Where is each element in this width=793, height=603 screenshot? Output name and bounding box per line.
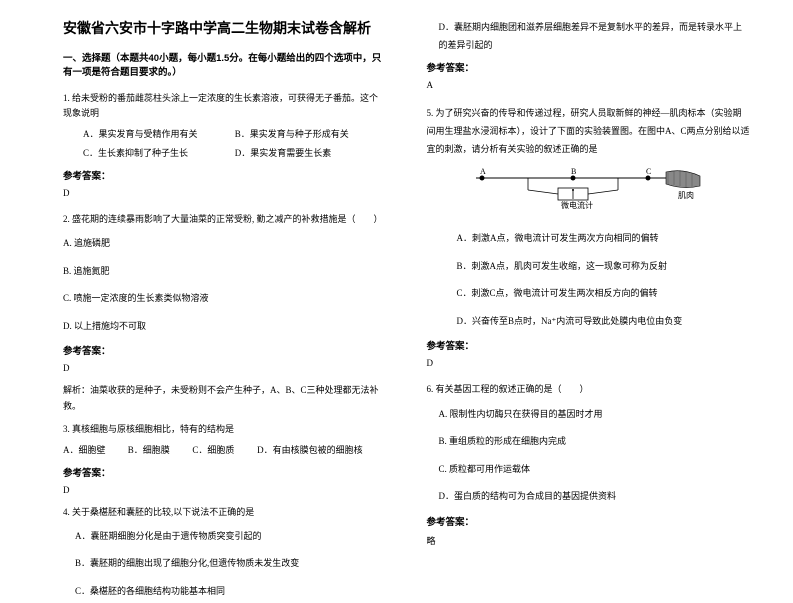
q4-options-left: A．囊胚期细胞分化是由于遗传物质突变引起的 B．囊胚期的细胞出现了细胞分化,但遗… bbox=[63, 526, 387, 603]
q4-opt-d: D．囊胚期内细胞团和滋养层细胞差异不是复制水平的差异，而是转录水平上的差异引起的 bbox=[427, 18, 751, 54]
q5-diagram: A B C 微电流计 肌肉 bbox=[468, 168, 708, 216]
q6-opt-b: B. 重组质粒的形成在细胞内完成 bbox=[439, 431, 751, 453]
q5-answer: D bbox=[427, 358, 751, 368]
q6-answer: 略 bbox=[427, 534, 751, 547]
q5-opt-b: B．刺激A点，肌肉可发生收缩，这一现象可称为反射 bbox=[457, 256, 751, 278]
q1-opt-b: B．果实发育与种子形成有关 bbox=[235, 127, 387, 142]
diagram-label-c: C bbox=[646, 168, 651, 176]
q6-opt-d: D．蛋白质的结构可为合成目的基因提供资料 bbox=[439, 486, 751, 508]
q6-text: 6. 有关基因工程的叙述正确的是（ ） bbox=[427, 382, 751, 397]
q1-answer: D bbox=[63, 188, 387, 198]
q3-options: A．细胞壁 B．细胞膜 C．细胞质 D．有由核膜包被的细胞核 bbox=[63, 443, 387, 458]
q1-opt-a: A．果实发育与受精作用有关 bbox=[83, 127, 235, 142]
q5-opt-a: A．刺激A点，微电流计可发生两次方向相同的偏转 bbox=[457, 228, 751, 250]
q4-opt-b: B．囊胚期的细胞出现了细胞分化,但遗传物质未发生改变 bbox=[75, 553, 387, 575]
diagram-label-b: B bbox=[571, 168, 576, 176]
q2-opt-b: B. 追施氮肥 bbox=[63, 261, 387, 283]
q2-text: 2. 盛花期的连续暴雨影响了大量油菜的正常受粉, 勤之减产的补救措施是（ ） bbox=[63, 212, 387, 227]
q3-opt-c: C．细胞质 bbox=[192, 443, 257, 458]
q5-opt-d: D．兴奋传至B点时，Na⁺内流可导致此处膜内电位由负变 bbox=[457, 311, 751, 333]
q2-opt-d: D. 以上措施均不可取 bbox=[63, 316, 387, 338]
q3-opt-b: B．细胞膜 bbox=[128, 443, 193, 458]
page-title: 安徽省六安市十字路中学高二生物期末试卷含解析 bbox=[63, 18, 387, 38]
q4-text: 4. 关于桑椹胚和囊胚的比较,以下说法不正确的是 bbox=[63, 505, 387, 520]
q1-opt-d: D．果实发育需要生长素 bbox=[235, 146, 387, 161]
q3-opt-d: D．有由核膜包被的细胞核 bbox=[257, 443, 386, 458]
q4-answer: A bbox=[427, 80, 751, 90]
diagram-muscle-label: 肌肉 bbox=[678, 190, 694, 200]
q1-options-row2: C．生长素抑制了种子生长 D．果实发育需要生长素 bbox=[63, 146, 387, 161]
diagram-meter-label: 微电流计 bbox=[561, 200, 593, 210]
q6-options: A. 限制性内切酶只在获得目的基因时才用 B. 重组质粒的形成在细胞内完成 C.… bbox=[427, 404, 751, 508]
q5-opt-c: C．刺激C点，微电流计可发生两次相反方向的偏转 bbox=[457, 283, 751, 305]
q5-answer-label: 参考答案： bbox=[427, 338, 751, 352]
q3-answer-label: 参考答案： bbox=[63, 465, 387, 479]
q2-opt-a: A. 追施磷肥 bbox=[63, 233, 387, 255]
q2-options: A. 追施磷肥 B. 追施氮肥 C. 喷施一定浓度的生长素类似物溶液 D. 以上… bbox=[63, 233, 387, 337]
q3-text: 3. 真核细胞与原核细胞相比，特有的结构是 bbox=[63, 422, 387, 437]
q2-answer: D bbox=[63, 363, 387, 373]
q3-opt-a: A．细胞壁 bbox=[63, 443, 128, 458]
q1-opt-c: C．生长素抑制了种子生长 bbox=[83, 146, 235, 161]
section-header: 一、选择题（本题共40小题，每小题1.5分。在每小题给出的四个选项中，只有一项是… bbox=[63, 52, 387, 81]
q4-opt-a: A．囊胚期细胞分化是由于遗传物质突变引起的 bbox=[75, 526, 387, 548]
q2-opt-c: C. 喷施一定浓度的生长素类似物溶液 bbox=[63, 288, 387, 310]
q3-answer: D bbox=[63, 485, 387, 495]
q1-text: 1. 给未受粉的番茄雌蕊柱头涂上一定浓度的生长素溶液，可获得无子番茄。这个现象说… bbox=[63, 91, 387, 122]
q5-options: A．刺激A点，微电流计可发生两次方向相同的偏转 B．刺激A点，肌肉可发生收缩，这… bbox=[427, 228, 751, 332]
q4-opt-c: C．桑椹胚的各细胞结构功能基本相同 bbox=[75, 581, 387, 603]
q4-answer-label: 参考答案： bbox=[427, 60, 751, 74]
q2-explanation: 解析：油菜收获的是种子，未受粉则不会产生种子，A、B、C三种处理都无法补救。 bbox=[63, 383, 387, 414]
q6-opt-c: C. 质粒都可用作运载体 bbox=[439, 459, 751, 481]
q5-text: 5. 为了研究兴奋的传导和传递过程，研究人员取新鲜的神经—肌肉标本（实验期间用生… bbox=[427, 104, 751, 158]
q2-answer-label: 参考答案： bbox=[63, 343, 387, 357]
q6-answer-label: 参考答案： bbox=[427, 514, 751, 528]
q6-opt-a: A. 限制性内切酶只在获得目的基因时才用 bbox=[439, 404, 751, 426]
q1-options-row1: A．果实发育与受精作用有关 B．果实发育与种子形成有关 bbox=[63, 127, 387, 142]
diagram-label-a: A bbox=[480, 168, 486, 176]
q1-answer-label: 参考答案： bbox=[63, 168, 387, 182]
